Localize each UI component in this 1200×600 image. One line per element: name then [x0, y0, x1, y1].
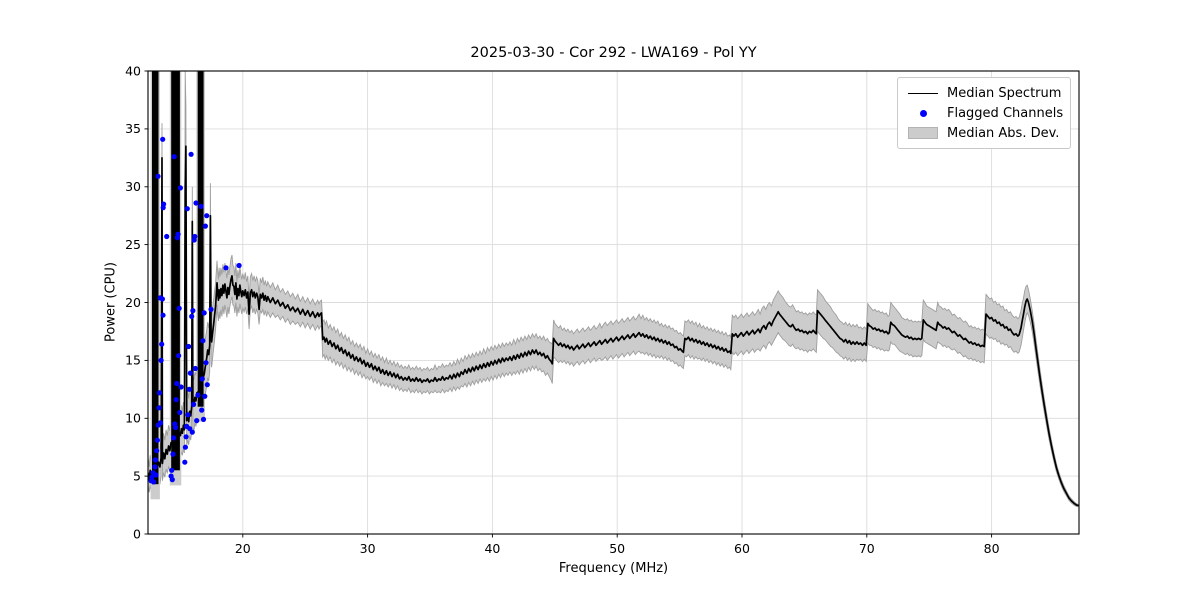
flagged-dot-sample-icon	[907, 109, 939, 117]
svg-text:30: 30	[360, 541, 376, 556]
flagged-channels-points	[148, 136, 242, 485]
svg-text:30: 30	[125, 179, 141, 194]
svg-text:60: 60	[734, 541, 750, 556]
mad-band-lower-edge	[148, 186, 1079, 508]
legend-item-median-abs-dev: Median Abs. Dev.	[907, 123, 1062, 143]
svg-text:20: 20	[125, 295, 141, 310]
legend: Median Spectrum Flagged Channels Median …	[897, 77, 1071, 149]
legend-label: Flagged Channels	[947, 105, 1064, 121]
svg-text:40: 40	[484, 541, 500, 556]
rfi-spike-columns	[150, 71, 205, 500]
svg-text:80: 80	[984, 541, 1000, 556]
legend-label: Median Spectrum	[947, 85, 1062, 101]
svg-text:70: 70	[859, 541, 875, 556]
mad-band-upper-edge	[148, 71, 1079, 505]
x-axis-label: Frequency (MHz)	[558, 561, 669, 576]
legend-item-flagged-channels: Flagged Channels	[907, 103, 1064, 123]
legend-item-median-spectrum: Median Spectrum	[907, 83, 1062, 103]
chart-title: 2025-03-30 - Cor 292 - LWA169 - Pol YY	[470, 45, 757, 61]
legend-label: Median Abs. Dev.	[947, 125, 1060, 141]
y-axis-label: Power (CPU)	[103, 261, 119, 343]
svg-text:25: 25	[125, 237, 141, 252]
median-spectrum-line	[148, 145, 1079, 507]
svg-text:50: 50	[609, 541, 625, 556]
svg-text:15: 15	[125, 353, 141, 368]
svg-text:10: 10	[125, 411, 141, 426]
svg-text:35: 35	[125, 121, 141, 136]
median-line-sample-icon	[907, 92, 939, 94]
svg-text:20: 20	[235, 541, 251, 556]
mad-patch-sample-icon	[907, 127, 939, 139]
tick-labels: 20 30 40 50 60 70 80 0 5 10 15 20 25 30 35 40	[125, 63, 1000, 556]
axis-ticks	[144, 70, 993, 538]
svg-text:5: 5	[133, 468, 141, 483]
svg-text:40: 40	[125, 63, 141, 78]
svg-text:0: 0	[133, 526, 141, 541]
